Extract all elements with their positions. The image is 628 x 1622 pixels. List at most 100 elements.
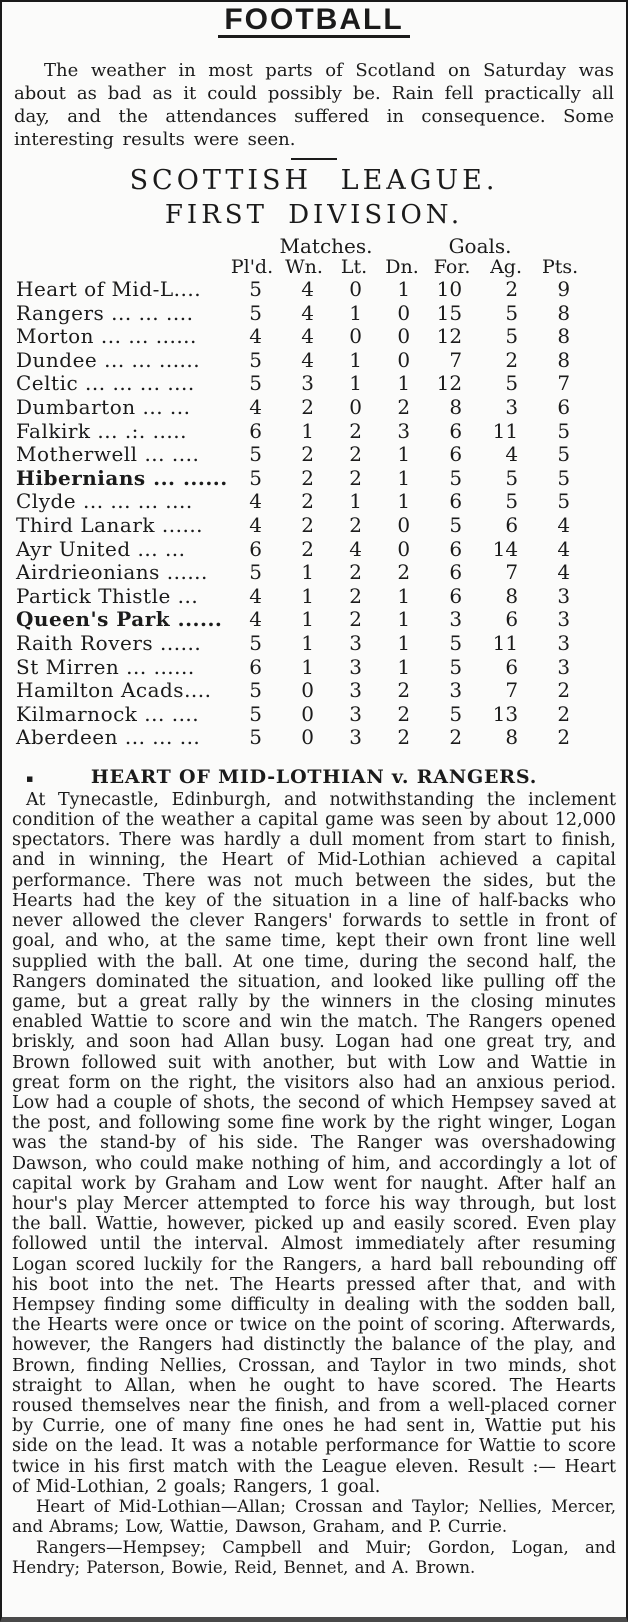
cell-dn: 0 [397,513,411,537]
cell-wn: 1 [301,608,314,632]
cell-ag: 5 [505,372,519,396]
table-row: Raith Rovers ...... 5 1 3 1 5 11 3 [14,632,586,656]
cell-wn: 2 [301,443,314,467]
heading-marker: ▪ [26,771,35,785]
cell-pts: 3 [557,584,571,608]
cell-pld: 4 [249,584,262,608]
cell-ag: 5 [505,325,519,349]
cell-lt: 3 [349,655,362,679]
cell-team: Queen's Park ...... [16,608,223,632]
cell-pts: 4 [557,513,571,537]
cell-lt: 3 [349,631,362,655]
table-row: Rangers ... ... .... 5 4 1 0 15 5 8 [14,302,586,326]
cell-for: 5 [449,655,463,679]
cell-wn: 1 [301,419,314,443]
cell-dn: 1 [397,466,411,490]
cell-wn: 3 [301,372,314,396]
cell-dn: 2 [397,702,411,726]
cell-ag: 5 [505,301,519,325]
cell-dn: 2 [397,395,411,419]
cell-team: Aberdeen ... ... ... [16,726,201,750]
cell-dn: 0 [397,301,411,325]
cell-dn: 1 [397,490,411,514]
cell-pld: 5 [249,301,262,325]
cell-pts: 8 [557,301,571,325]
cell-for: 12 [436,325,463,349]
cell-ag: 6 [505,608,519,632]
cell-dn: 2 [397,679,411,703]
cell-ag: 14 [492,537,519,561]
cell-for: 3 [449,608,463,632]
cell-team: Motherwell ... .... [16,443,200,467]
col-header-for: For. [433,257,471,278]
cell-wn: 2 [301,490,314,514]
cell-pld: 4 [249,608,262,632]
cell-pld: 5 [249,631,262,655]
cell-wn: 2 [301,466,314,490]
cell-dn: 0 [397,348,411,372]
cell-wn: 4 [301,348,314,372]
cell-wn: 1 [301,561,314,585]
cell-dn: 1 [397,655,411,679]
cell-pld: 5 [249,278,262,301]
group-header-goals: Goals. [448,236,512,257]
cell-team: Hibernians ... ...... [16,466,226,490]
cell-ag: 5 [505,466,519,490]
table-row: Ayr United ... ... 6 2 4 0 6 14 4 [14,538,586,562]
cell-wn: 2 [301,513,314,537]
table-row: Partick Thistle ... 4 1 2 1 6 8 3 [14,585,586,609]
cell-pld: 4 [249,395,262,419]
col-header-pts: Pts. [541,257,579,278]
group-header-matches: Matches. [279,236,373,257]
cell-team: Kilmarnock ... .... [16,702,200,726]
col-header-team [14,257,226,278]
cell-for: 6 [449,443,463,467]
cell-lt: 2 [349,419,362,443]
cell-ag: 6 [505,655,519,679]
cell-pts: 4 [557,561,571,585]
cell-team: Airdrieonians ...... [16,561,208,585]
cell-pts: 2 [557,702,571,726]
cell-pld: 5 [249,726,262,750]
cell-for: 10 [436,278,463,301]
table-column-header-row: Pl'd. Wn. Lt. Dn. For. Ag. Pts. [14,257,586,278]
cell-pts: 2 [557,726,571,750]
group-header-spacer [14,236,226,257]
cell-pld: 5 [249,679,262,703]
table-row: Dundee ... ... ...... 5 4 1 0 7 2 8 [14,349,586,373]
cell-pts: 8 [557,325,571,349]
cell-team: Rangers ... ... .... [16,301,194,325]
table-row: Hibernians ... ...... 5 2 2 1 5 5 5 [14,467,586,491]
cell-for: 2 [449,726,463,750]
table-row: Heart of Mid-L.... 5 4 0 1 10 2 9 [14,278,586,302]
cell-for: 8 [449,395,463,419]
cell-team: St Mirren ... ...... [16,655,195,679]
cell-wn: 1 [301,655,314,679]
rangers-lineup: Rangers—Hempsey; Campbell and Muir; Gord… [12,1537,616,1578]
cell-for: 6 [449,490,463,514]
table-row: St Mirren ... ...... 6 1 3 1 5 6 3 [14,656,586,680]
cell-lt: 0 [349,325,362,349]
section-divider [291,158,337,160]
cell-dn: 1 [397,608,411,632]
cell-lt: 3 [349,726,362,750]
cell-for: 5 [449,702,463,726]
cell-for: 6 [449,537,463,561]
cell-lt: 1 [349,301,362,325]
cell-pld: 5 [249,561,262,585]
cell-dn: 0 [397,325,411,349]
cell-ag: 7 [505,679,519,703]
table-row: Clyde ... ... ... .... 4 2 1 1 6 5 5 [14,490,586,514]
cell-lt: 4 [349,537,362,561]
report-body: At Tynecastle, Edinburgh, and notwithsta… [12,789,616,1497]
cell-team: Heart of Mid-L.... [16,278,202,301]
cell-pts: 3 [557,631,571,655]
cell-for: 6 [449,584,463,608]
cell-lt: 2 [349,584,362,608]
table-row: Motherwell ... .... 5 2 2 1 6 4 5 [14,443,586,467]
cell-ag: 2 [505,348,519,372]
cell-lt: 0 [349,278,362,301]
col-header-lt: Lt. [340,257,368,278]
cell-pts: 3 [557,608,571,632]
